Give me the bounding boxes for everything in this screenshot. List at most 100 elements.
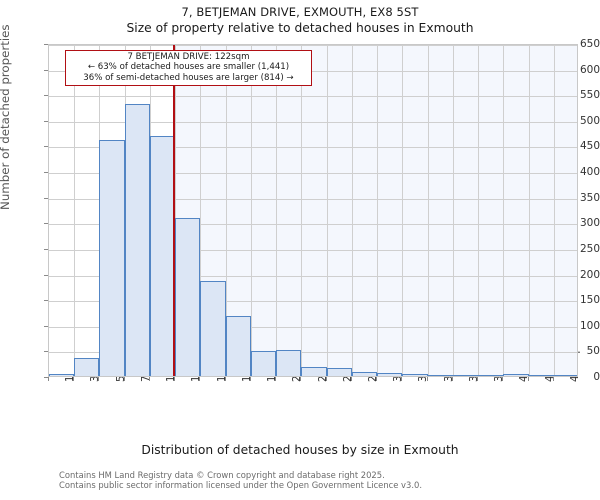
gridline-vertical (352, 45, 353, 376)
histogram-bar (452, 374, 479, 376)
gridline-horizontal (49, 71, 577, 72)
property-annotation-box: 7 BETJEMAN DRIVE: 122sqm ← 63% of detach… (65, 50, 312, 87)
histogram-bar (326, 368, 352, 376)
histogram-bar (553, 375, 577, 376)
annotation-line-1: 7 BETJEMAN DRIVE: 122sqm (127, 52, 250, 62)
x-tick-mark (401, 377, 403, 381)
footer-attribution: Contains HM Land Registry data © Crown c… (59, 470, 422, 490)
y-tick-label: 50 (586, 345, 600, 358)
y-tick-label: 400 (579, 166, 600, 179)
x-tick-mark (552, 377, 554, 381)
y-tick-label: 650 (579, 38, 600, 50)
y-tick-label: 550 (579, 89, 600, 102)
gridline-vertical (276, 45, 277, 376)
gridline-horizontal (49, 122, 577, 123)
gridline-vertical (554, 45, 555, 376)
x-tick-mark (73, 377, 75, 381)
x-tick-mark (98, 377, 100, 381)
gridline-vertical (200, 45, 201, 376)
y-tick-mark (44, 120, 48, 122)
y-tick-mark (44, 146, 48, 148)
gridline-horizontal (49, 45, 577, 46)
y-tick-mark (44, 172, 48, 174)
x-tick-mark (350, 377, 352, 381)
x-axis-label: Distribution of detached houses by size … (141, 443, 459, 457)
x-tick-mark (199, 377, 201, 381)
histogram-bar (503, 373, 529, 376)
x-tick-mark (224, 377, 226, 381)
x-tick-mark (527, 377, 529, 381)
chart-title: 7, BETJEMAN DRIVE, EXMOUTH, EX8 5ST (181, 5, 419, 19)
y-tick-label: 450 (579, 140, 600, 153)
y-tick-label: 500 (579, 114, 600, 127)
x-tick-mark (426, 377, 428, 381)
y-tick-label: 250 (579, 242, 600, 255)
gridline-horizontal (49, 96, 577, 97)
gridline-horizontal (49, 327, 577, 328)
annotation-line-2: ← 63% of detached houses are smaller (1,… (87, 62, 290, 73)
gridline-horizontal (49, 199, 577, 200)
gridline-vertical (226, 45, 227, 376)
y-tick-mark (44, 325, 48, 327)
gridline-vertical (428, 45, 429, 376)
gridline-horizontal (49, 224, 577, 225)
y-tick-label: 350 (579, 191, 600, 204)
gridline-vertical (478, 45, 479, 376)
histogram-bar (124, 104, 150, 376)
gridline-vertical (327, 45, 328, 376)
gridline-horizontal (49, 173, 577, 174)
gridline-vertical (402, 45, 403, 376)
histogram-bar (402, 374, 428, 376)
y-tick-mark (44, 95, 48, 97)
y-tick-mark (44, 377, 48, 378)
histogram-bar (478, 375, 504, 376)
y-tick-mark (44, 44, 48, 45)
gridline-horizontal (49, 147, 577, 148)
histogram-bar (74, 358, 100, 376)
footer-line-1: Contains HM Land Registry data © Crown c… (59, 470, 385, 480)
plot-inner (49, 45, 577, 376)
y-tick-label: 300 (579, 217, 600, 230)
annotation-line-3: 36% of semi-detached houses are larger (… (83, 72, 294, 83)
gridline-vertical (377, 45, 378, 376)
histogram-bar (200, 281, 226, 376)
histogram-bar (49, 373, 75, 376)
x-tick-mark (123, 377, 125, 381)
histogram-bar (250, 350, 277, 376)
histogram-bar (99, 140, 125, 376)
x-tick-mark (502, 377, 504, 381)
x-tick-mark (376, 377, 378, 381)
gridline-vertical (503, 45, 504, 376)
footer-line-2: Contains public sector information licen… (59, 480, 422, 491)
histogram-bar (149, 136, 176, 376)
y-tick-mark (44, 274, 48, 276)
gridline-vertical (301, 45, 302, 376)
histogram-bar (528, 375, 554, 376)
gridline-vertical (175, 45, 176, 376)
gridline-horizontal (49, 250, 577, 251)
x-tick-mark (174, 377, 176, 381)
x-tick-mark (48, 377, 49, 381)
x-tick-mark (249, 377, 251, 381)
gridline-vertical (529, 45, 530, 376)
y-tick-label: 150 (579, 294, 600, 307)
gridline-horizontal (49, 352, 577, 353)
x-tick-mark (300, 377, 302, 381)
histogram-bar (427, 375, 453, 376)
plot-area (48, 44, 578, 377)
y-tick-mark (44, 300, 48, 302)
x-tick-mark (477, 377, 479, 381)
histogram-bar (276, 350, 302, 376)
gridline-horizontal (49, 276, 577, 277)
histogram-bar (175, 218, 201, 376)
y-tick-label: 100 (579, 319, 600, 332)
y-axis-label: Number of detached properties (0, 24, 12, 210)
histogram-bar (301, 366, 327, 376)
x-tick-mark (451, 377, 453, 381)
x-tick-mark (325, 377, 327, 381)
histogram-bar (351, 371, 378, 376)
y-tick-label: 200 (579, 268, 600, 281)
y-tick-mark (44, 223, 48, 225)
y-tick-mark (44, 197, 48, 199)
